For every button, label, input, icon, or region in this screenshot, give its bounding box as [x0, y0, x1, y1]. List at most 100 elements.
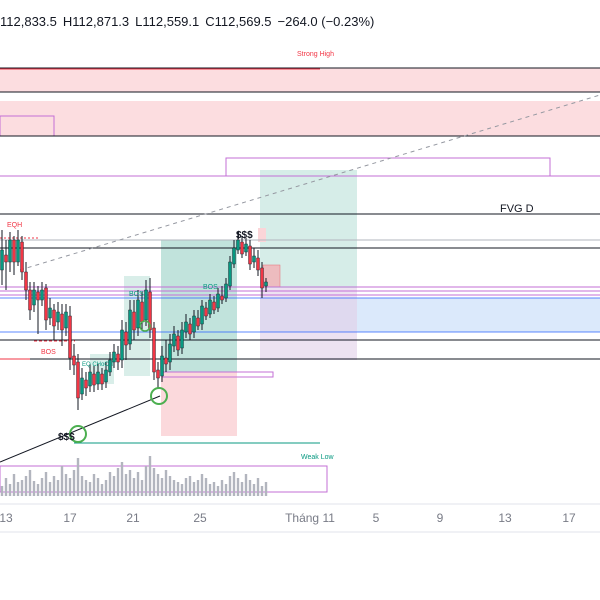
volume-bar — [80, 476, 84, 496]
liquidity-circle[interactable] — [150, 387, 168, 405]
volume-bar — [124, 474, 128, 496]
trendline-low — [0, 395, 161, 463]
open-value: 112,833.5 — [0, 14, 57, 29]
candle-body — [0, 249, 4, 271]
candle-body — [92, 373, 96, 386]
x-tick-label: 13 — [498, 511, 512, 525]
volume-bar — [220, 480, 224, 496]
volume-bar — [168, 476, 172, 496]
candle — [112, 344, 116, 368]
zones — [0, 68, 600, 493]
candle — [104, 362, 108, 388]
candle-body — [196, 317, 200, 327]
candle-body — [100, 373, 104, 385]
candle — [32, 282, 36, 312]
candle-body — [172, 333, 176, 347]
fvg-label: FVG D — [500, 203, 534, 215]
x-axis-ticks: 13 17 21 25 Tháng 11 5 9 13 17 — [0, 511, 576, 525]
candle — [76, 354, 80, 410]
volume-bar — [4, 478, 8, 496]
candle — [116, 346, 120, 370]
candle-body — [88, 371, 92, 387]
close-label: C — [205, 14, 215, 29]
candle-body — [96, 371, 100, 385]
candle-body — [68, 315, 72, 359]
candle-body — [256, 257, 260, 271]
volume-bar — [120, 462, 124, 496]
volume-bar — [64, 474, 68, 496]
x-tick-label: Tháng 11 — [285, 511, 335, 525]
candle-body — [128, 309, 132, 345]
candle — [68, 306, 72, 370]
volume-bar — [144, 466, 148, 496]
low-value: 112,559.1 — [142, 14, 200, 29]
volume-bar — [20, 480, 24, 496]
candle-body — [200, 305, 204, 325]
candle-body — [136, 299, 140, 329]
candle — [204, 302, 208, 320]
volume-bar — [76, 458, 80, 496]
volume-bar — [164, 470, 168, 496]
volume-bar — [176, 482, 180, 496]
volume-bar — [116, 468, 120, 496]
liquidity-label-1: $$$ — [58, 432, 75, 443]
strong-high-zone — [0, 68, 600, 92]
candle — [264, 278, 268, 292]
change-value: −264.0 (−0.23%) — [277, 14, 375, 29]
candle — [168, 334, 172, 370]
candle — [252, 248, 256, 268]
candle — [4, 240, 8, 290]
high-value: 112,871.3 — [72, 14, 130, 29]
candle-body — [112, 351, 116, 363]
choch-circle[interactable] — [139, 320, 151, 332]
supply-zone — [0, 101, 600, 136]
candle — [244, 238, 248, 256]
candle — [208, 294, 212, 318]
candle-body — [212, 301, 216, 311]
volume-bar — [132, 478, 136, 496]
volume-bar — [208, 484, 212, 496]
candle-body — [160, 355, 164, 377]
candle-body — [116, 353, 120, 363]
strong-high-label: Strong High — [297, 51, 334, 58]
candle-body — [176, 335, 180, 351]
candle — [72, 344, 76, 375]
candle-body — [260, 267, 264, 289]
volume-bars — [0, 456, 268, 496]
volume-bar — [140, 480, 144, 496]
candle-body — [120, 329, 124, 361]
candle — [232, 240, 236, 268]
volume-bar — [216, 486, 220, 496]
volume-bar — [200, 474, 204, 496]
red-zone-mid — [161, 372, 237, 436]
volume-bar — [188, 476, 192, 496]
trendlines — [0, 94, 600, 463]
candle-body — [248, 245, 252, 265]
candle — [256, 250, 260, 276]
candle-body — [232, 247, 236, 265]
weak-low-label: Weak Low — [301, 454, 334, 461]
volume-bar — [36, 484, 40, 496]
liquidity-circle[interactable] — [69, 425, 87, 443]
volume-bar — [84, 480, 88, 496]
candle-body — [152, 327, 156, 373]
candle-body — [208, 299, 212, 315]
volume-bar — [152, 468, 156, 496]
candle — [152, 322, 156, 380]
candle-body — [40, 289, 44, 301]
candle — [60, 304, 64, 346]
volume-bar — [96, 478, 100, 496]
x-tick-label: 17 — [63, 511, 77, 525]
candle — [136, 290, 140, 336]
candle-body — [4, 254, 8, 263]
candle — [24, 262, 28, 300]
volume-bar — [68, 478, 72, 496]
candle-body — [36, 291, 40, 301]
volume-bar — [92, 474, 96, 496]
candle-body — [64, 311, 68, 329]
candle — [236, 232, 240, 254]
volume-bar — [128, 470, 132, 496]
candle-body — [124, 331, 128, 346]
candle-body — [204, 307, 208, 317]
